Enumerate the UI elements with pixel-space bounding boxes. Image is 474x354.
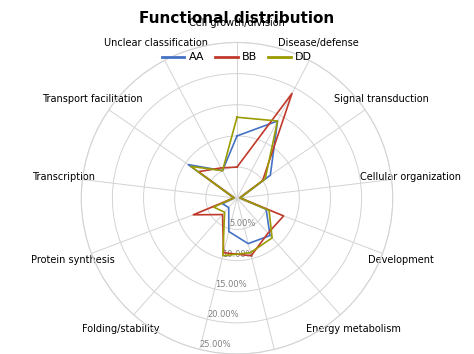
Text: Functional distribution: Functional distribution	[139, 11, 335, 25]
Legend: AA, BB, DD: AA, BB, DD	[157, 48, 317, 67]
